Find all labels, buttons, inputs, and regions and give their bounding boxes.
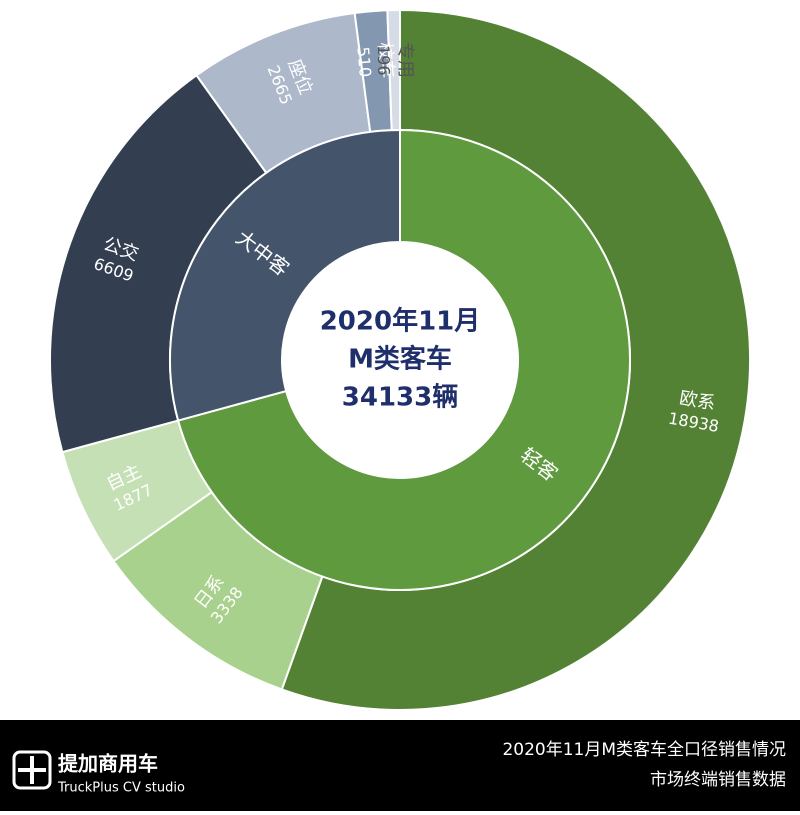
inner-segment bbox=[176, 128, 631, 591]
brand-sub: TruckPlus CV studio bbox=[57, 781, 185, 796]
segment-value: 196 bbox=[374, 45, 394, 76]
footer-bar bbox=[0, 720, 800, 811]
center-text: M类客车 bbox=[348, 344, 452, 375]
inner-segment bbox=[169, 128, 401, 422]
segment-name: 专用 bbox=[394, 42, 416, 78]
footer-line: 2020年11月M类客车全口径销售情况 bbox=[502, 740, 786, 760]
segment-value: 510 bbox=[353, 46, 374, 78]
footer-line: 市场终端销售数据 bbox=[650, 770, 786, 790]
center-text: 2020年11月 bbox=[320, 306, 481, 337]
logo-icon bbox=[12, 750, 52, 790]
segment-name: 校车 bbox=[374, 41, 398, 79]
center-text: 34133辆 bbox=[342, 383, 458, 413]
brand: 提加商用车 bbox=[58, 752, 158, 776]
